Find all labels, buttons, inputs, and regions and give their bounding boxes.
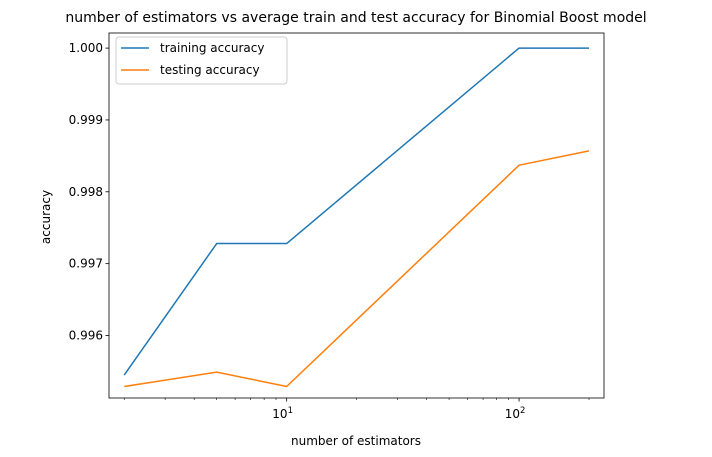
plot-area: 0.996 0.997 0.998 0.999 1.000 101 102 xyxy=(69,32,605,421)
y-tick-label: 0.999 xyxy=(69,113,103,127)
x-tick-label: 101 xyxy=(272,406,293,421)
chart-title: number of estimators vs average train an… xyxy=(65,10,646,26)
y-tick-label: 0.998 xyxy=(69,185,103,199)
series-line-testing xyxy=(124,150,590,388)
legend: training accuracy testing accuracy xyxy=(115,36,288,85)
y-axis-label: accuracy xyxy=(39,190,53,244)
y-tick-label: 0.997 xyxy=(69,257,103,271)
legend-label-training: training accuracy xyxy=(160,41,264,55)
axes-frame xyxy=(108,32,605,399)
x-axis-label: number of estimators xyxy=(291,434,421,448)
y-tick-label: 0.996 xyxy=(69,328,103,342)
y-tick-label: 1.000 xyxy=(69,41,103,55)
x-tick-label: 102 xyxy=(505,406,526,421)
series-line-training xyxy=(123,47,590,376)
legend-box xyxy=(115,36,288,85)
legend-label-testing: testing accuracy xyxy=(160,63,260,77)
